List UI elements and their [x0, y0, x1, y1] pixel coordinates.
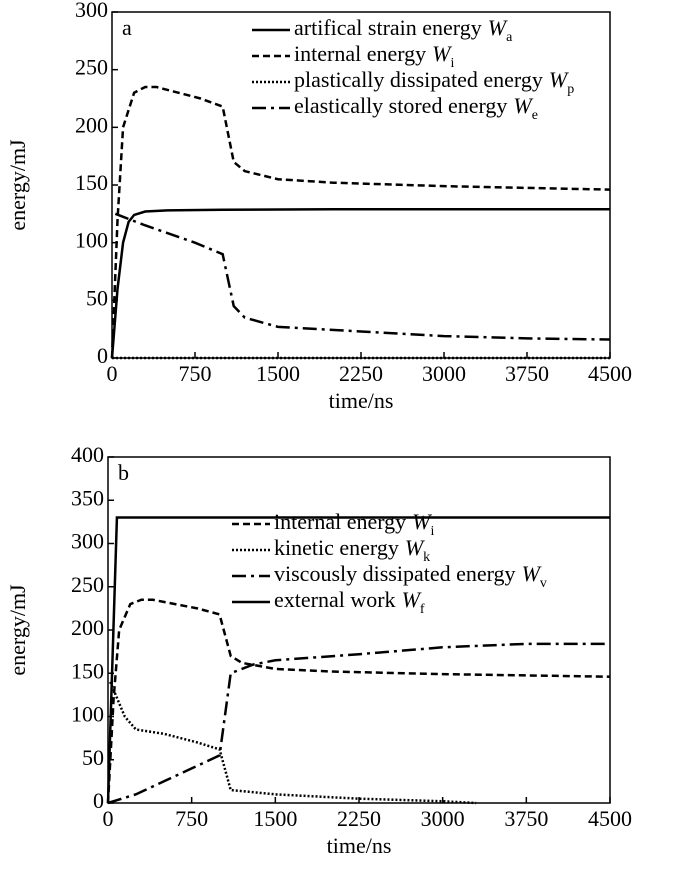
y-tick-label: 0	[93, 788, 104, 813]
series-line	[106, 598, 611, 804]
x-tick-label: 2250	[337, 806, 381, 831]
y-axis-label: energy/mJ	[5, 139, 30, 231]
legend-label: internal energy	[294, 41, 426, 66]
y-tick-label: 50	[82, 745, 104, 770]
x-tick-label: 3750	[504, 806, 548, 831]
legend-subscript: e	[532, 108, 538, 123]
x-axis-label: time/ns	[329, 388, 394, 413]
legend-symbol: W	[402, 587, 422, 612]
series-line	[106, 516, 610, 804]
legend-label: viscously dissipated energy	[274, 561, 516, 586]
x-tick-label: 750	[175, 806, 208, 831]
y-tick-label: 150	[75, 170, 108, 195]
x-tick-label: 3000	[421, 806, 465, 831]
legend-symbol: W	[522, 561, 542, 586]
x-tick-label: 4500	[588, 806, 632, 831]
legend-symbol: W	[405, 535, 425, 560]
y-tick-label: 100	[75, 228, 108, 253]
legend-subscript: p	[567, 82, 574, 97]
y-tick-label: 300	[75, 0, 108, 22]
x-axis-label: time/ns	[327, 833, 392, 858]
panel-label: a	[122, 15, 132, 40]
legend-subscript: f	[420, 602, 425, 617]
y-tick-label: 250	[75, 55, 108, 80]
series-line	[110, 207, 610, 359]
y-tick-label: 200	[75, 112, 108, 137]
legend-label: plastically dissipated energy	[294, 67, 543, 92]
series-line	[110, 85, 611, 359]
panel-label: b	[118, 460, 129, 485]
y-tick-label: 100	[71, 702, 104, 727]
y-tick-label: 200	[71, 615, 104, 640]
y-axis-label: energy/mJ	[5, 584, 30, 676]
y-tick-label: 150	[71, 658, 104, 683]
x-tick-label: 0	[103, 806, 114, 831]
y-tick-label: 0	[97, 343, 108, 368]
legend-symbol: W	[432, 41, 452, 66]
x-tick-label: 2250	[339, 361, 383, 386]
legend-label: artifical strain energy	[294, 15, 482, 40]
legend-label: internal energy	[274, 509, 406, 534]
y-tick-label: 50	[86, 285, 108, 310]
legend-subscript: k	[423, 550, 430, 565]
y-tick-label: 350	[71, 485, 104, 510]
x-tick-label: 4500	[588, 361, 632, 386]
x-tick-label: 0	[107, 361, 118, 386]
x-tick-label: 1500	[253, 806, 297, 831]
legend-symbol: W	[549, 67, 569, 92]
x-tick-label: 3750	[505, 361, 549, 386]
x-tick-label: 1500	[256, 361, 300, 386]
legend-symbol: W	[412, 509, 432, 534]
legend-label: elastically stored energy	[294, 93, 507, 118]
x-tick-label: 750	[179, 361, 212, 386]
series-line	[114, 212, 611, 341]
series-line	[109, 681, 477, 805]
legend-subscript: v	[540, 576, 547, 591]
legend-symbol: W	[513, 93, 533, 118]
legend-label: external work	[274, 587, 396, 612]
x-tick-label: 3000	[422, 361, 466, 386]
legend-subscript: i	[430, 524, 434, 539]
legend-subscript: a	[506, 30, 513, 45]
series-line	[107, 642, 610, 805]
legend-label: kinetic energy	[274, 535, 399, 560]
y-tick-label: 400	[71, 442, 104, 467]
y-tick-label: 250	[71, 572, 104, 597]
legend-subscript: i	[450, 56, 454, 71]
legend-symbol: W	[488, 15, 508, 40]
y-tick-label: 300	[71, 529, 104, 554]
